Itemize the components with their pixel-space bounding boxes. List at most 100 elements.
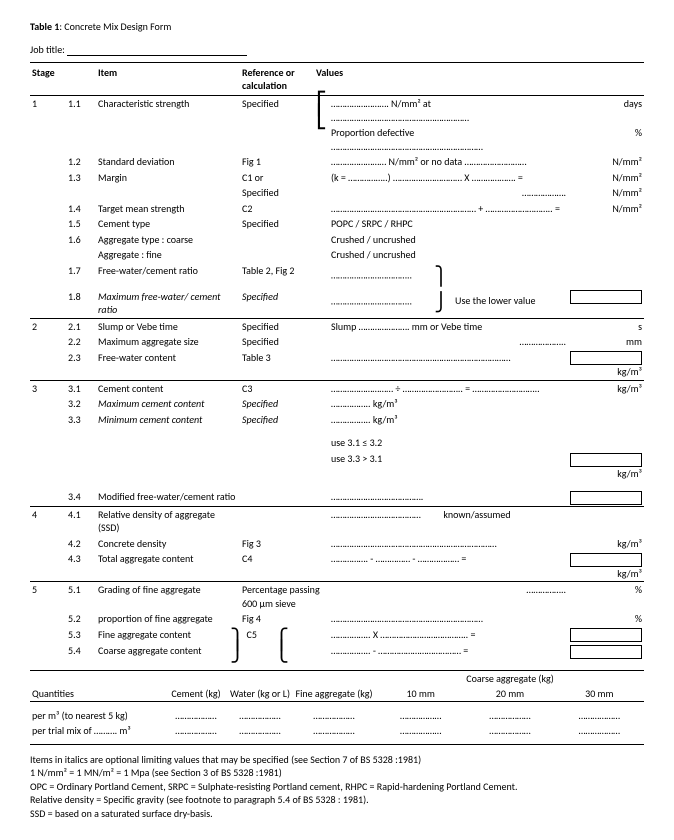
item-5-3: Fine aggregate content (96, 627, 240, 644)
val-3-4: …………………………………. (329, 489, 568, 506)
ref-5-2: Fig 4 (240, 611, 314, 627)
ref-1-3a: C1 or (240, 170, 314, 186)
item-1-6b: Aggregate : fine (96, 247, 240, 263)
ref-1-8: Specified (240, 289, 314, 319)
val-1-3: (k = ……………..) ………………………… X ………………. = (329, 170, 568, 186)
val-1-2: …………………… N/mm² or no data ……………………… (329, 154, 568, 170)
val-3-1: ……………………… ÷ …………………….. = ……………………….. (329, 380, 568, 396)
ref-1-3b: Specified (240, 185, 314, 201)
val-1-1b: Proportion defective …………………………………………………… (329, 125, 568, 154)
item-4-2: Concrete density (96, 536, 240, 552)
ref-2-3: Table 3 (240, 350, 314, 381)
ref-2-1: Specified (240, 318, 314, 334)
val-3-3: …………….. kg/m³ (329, 412, 568, 428)
result-box-4[interactable] (570, 553, 642, 567)
id-3-1: 3.1 (66, 380, 96, 396)
item-3-1: Cement content (96, 380, 240, 396)
ref-1-7: Table 2, Fig 2 (240, 263, 314, 289)
stage-2: 2 (30, 318, 66, 334)
val-1-5: POPC / SRPC / RHPC (329, 216, 568, 232)
ref-3-2: Specified (240, 396, 314, 412)
table-title: Table 1: Concrete Mix Design Form (30, 20, 644, 33)
th-item-id (66, 63, 96, 96)
brace-icon: ⎡⎣ (314, 96, 329, 155)
unit-1-4: N/mm² (568, 201, 644, 217)
unit-2-3: kg/m³ (568, 350, 644, 381)
unit-5-2: % (568, 611, 644, 627)
val-1-7: …………………………….. ⎫ (329, 263, 568, 289)
unit-1-3: N/mm² (568, 170, 644, 186)
job-title-input-line[interactable] (67, 45, 247, 56)
item-4-3: Total aggregate content (96, 551, 240, 582)
val-1-8: …………………………….. ⎭ Use the lower value (329, 289, 568, 319)
ref-3-3: Specified (240, 412, 314, 428)
footnote-1: Items in italics are optional limiting v… (30, 753, 644, 767)
result-box-3[interactable] (570, 453, 642, 467)
val-5-1: …………….. (329, 582, 568, 612)
unit-5-1: % (568, 582, 644, 612)
brace-icon: ⎭ (434, 291, 448, 313)
result-box-1[interactable] (570, 290, 642, 304)
item-3-4: Modified free-water/cement ratio (96, 489, 314, 506)
unit-1-3b: N/mm² (568, 185, 644, 201)
job-title-row: Job title: (30, 43, 644, 56)
id-1-3: 1.3 (66, 170, 96, 186)
ref-1-5: Specified (240, 216, 314, 232)
ref-2-2: Specified (240, 334, 314, 350)
ref-5-3: ⎫ ⎭ C5 ⎧ ⎩ (240, 627, 314, 660)
item-1-7: Free-water/cement ratio (96, 263, 240, 289)
unit-2-1: s (568, 318, 644, 334)
th-unit (568, 63, 644, 96)
use-3-1: use 3.1 ≤ 3.2 (329, 435, 568, 451)
item-1-8: Maximum free-water/ cement ratio (96, 289, 240, 319)
ref-1-1: Specified (240, 96, 314, 155)
footnote-3: OPC = Ordinary Portland Cement, SRPC = S… (30, 780, 644, 794)
val-1-6b: Crushed / uncrushed (329, 247, 568, 263)
item-1-4: Target mean strength (96, 201, 240, 217)
th-values: Values (314, 63, 568, 96)
unit-4-2: kg/m³ (568, 536, 644, 552)
q-water: Water (kg or L) (228, 670, 292, 701)
result-box-3b[interactable] (570, 491, 642, 505)
result-box-2[interactable] (570, 351, 642, 365)
val-4-2: ……………………………………………………………… (329, 536, 568, 552)
result-box-5b[interactable] (570, 645, 642, 659)
id-4-3: 4.3 (66, 551, 96, 582)
stage-1: 1 (30, 96, 66, 155)
ref-3-1: C3 (240, 380, 314, 396)
val-5-4: …………….. - ……………………………… = (329, 643, 568, 660)
val-4-1: ………………………………… known/assumed (329, 506, 568, 536)
id-5-2: 5.2 (66, 611, 96, 627)
result-box-5a[interactable] (570, 628, 642, 642)
id-5-4: 5.4 (66, 643, 96, 660)
val-1-6a: Crushed / uncrushed (329, 232, 568, 248)
q-row-1: per m³ (to nearest 5 kg) ……………… ……………… …… (30, 708, 644, 723)
ref-1-4: C2 (240, 201, 314, 217)
unit-1-1a: days (568, 96, 644, 126)
id-3-2: 3.2 (66, 396, 96, 412)
id-1-8: 1.8 (66, 289, 96, 319)
id-5-1: 5.1 (66, 582, 96, 612)
id-3-4: 3.4 (66, 489, 96, 506)
quantities-table: Quantities Cement (kg) Water (kg or L) F… (30, 670, 644, 745)
unit-2-2: mm (568, 334, 644, 350)
item-4-1: Relative density of aggregate (SSD) (96, 506, 240, 536)
title-prefix: Table 1 (30, 20, 59, 33)
footnotes: Items in italics are optional limiting v… (30, 753, 644, 821)
id-1-2: 1.2 (66, 154, 96, 170)
footnote-5: SSD = based on a saturated surface dry-b… (30, 807, 644, 821)
val-2-2: ……………….. (329, 334, 568, 350)
item-1-6a: Aggregate type : coarse (96, 232, 240, 248)
stage-5: 5 (30, 582, 66, 612)
val-2-3: …………………………………………………………………… (329, 350, 568, 381)
id-5-3: 5.3 (66, 627, 96, 644)
th-ref: Reference or calculation (240, 63, 314, 96)
stage-4: 4 (30, 506, 66, 536)
item-3-3: Minimum cement content (96, 412, 240, 428)
stage-3: 3 (30, 380, 66, 396)
val-3-2: …………….. kg/m³ (329, 396, 568, 412)
id-1-5: 1.5 (66, 216, 96, 232)
q-20: 20 mm (465, 686, 554, 702)
q-10: 10 mm (376, 686, 465, 702)
id-1-6: 1.6 (66, 232, 96, 248)
